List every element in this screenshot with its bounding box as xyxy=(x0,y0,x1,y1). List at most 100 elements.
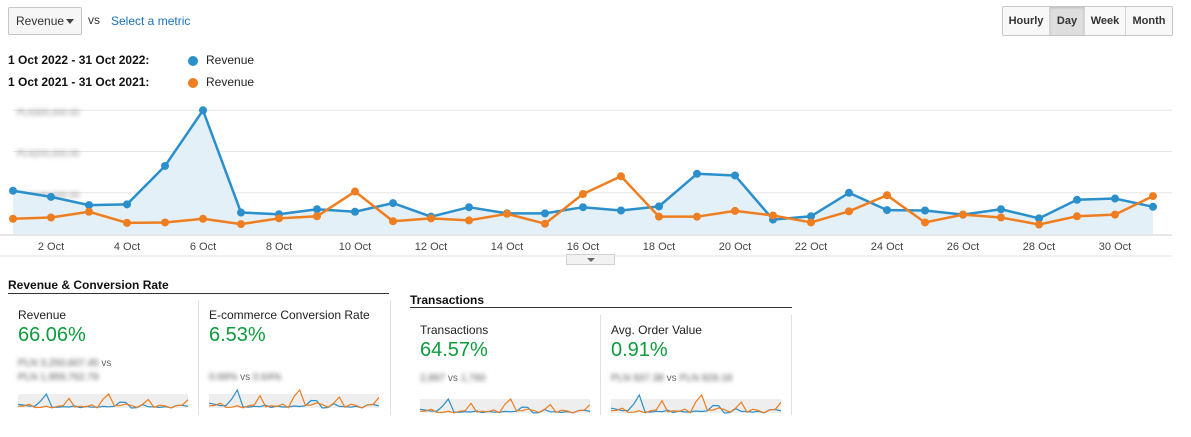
data-point xyxy=(807,212,815,221)
chevron-down-icon xyxy=(66,19,74,24)
data-point xyxy=(655,212,663,221)
x-tick-label: 6 Oct xyxy=(190,241,216,253)
vs-label: vs xyxy=(666,373,677,384)
data-point xyxy=(997,205,1005,214)
hourly-button[interactable]: Hourly xyxy=(1003,7,1050,35)
sparkline-series xyxy=(420,397,590,414)
data-point xyxy=(921,218,929,227)
data-point xyxy=(465,203,473,212)
x-tick-label: 30 Oct xyxy=(1099,241,1131,253)
data-point xyxy=(199,106,207,115)
data-point xyxy=(997,213,1005,222)
metric-select[interactable]: Revenue xyxy=(8,7,82,35)
select-metric-link[interactable]: Select a metric xyxy=(111,14,191,28)
data-point xyxy=(161,218,169,227)
data-point xyxy=(85,207,93,216)
section-title-transactions: Transactions xyxy=(410,293,485,307)
data-point xyxy=(845,188,853,197)
sparkline xyxy=(420,397,590,414)
data-point xyxy=(1073,195,1081,204)
data-point xyxy=(1035,220,1043,229)
data-point xyxy=(389,199,397,208)
data-point xyxy=(1073,212,1081,221)
sparkline-series xyxy=(209,388,379,409)
data-point xyxy=(883,191,891,200)
sparkline xyxy=(18,392,188,409)
metric-previous-row: PLN 1,959,762.79 xyxy=(18,372,99,383)
data-point xyxy=(921,206,929,215)
legend-entry-current: 1 Oct 2022 - 31 Oct 2022: Revenue xyxy=(8,53,308,71)
legend-series-name: Revenue xyxy=(206,53,255,67)
week-button[interactable]: Week xyxy=(1085,7,1126,35)
y-tick-label: PLN200,000.00 xyxy=(17,149,80,159)
x-tick-label: 18 Oct xyxy=(643,241,675,253)
vs-label: vs xyxy=(88,13,100,27)
data-point xyxy=(1111,194,1119,203)
data-point xyxy=(47,213,55,222)
x-tick-label: 24 Oct xyxy=(871,241,903,253)
sparkline-series xyxy=(420,398,590,414)
legend-range: 1 Oct 2021 - 31 Oct 2021: xyxy=(8,75,150,89)
data-point xyxy=(161,161,169,170)
data-point xyxy=(351,207,359,216)
x-tick-label: 22 Oct xyxy=(795,241,827,253)
data-point xyxy=(731,206,739,215)
data-point xyxy=(1149,192,1157,201)
data-point xyxy=(579,190,587,199)
data-point xyxy=(807,218,815,227)
metric-card-revenue[interactable]: Revenue 66.06% PLN 3,250,607.45 vs PLN 1… xyxy=(8,300,199,415)
data-point xyxy=(9,214,17,223)
metric-previous: 1,760 xyxy=(460,373,486,384)
data-point xyxy=(503,209,511,218)
sparkline-series xyxy=(611,393,781,414)
data-point xyxy=(1149,202,1157,211)
metric-value: 6.53% xyxy=(209,324,266,346)
data-point xyxy=(237,220,245,229)
data-point xyxy=(47,192,55,201)
sparkline-series xyxy=(611,393,781,414)
day-button[interactable]: Day xyxy=(1050,7,1085,35)
data-point xyxy=(427,214,435,223)
metric-value: 0.91% xyxy=(611,339,668,361)
data-point xyxy=(693,212,701,221)
legend-series-name: Revenue xyxy=(206,75,255,89)
granularity-toggle: Hourly Day Week Month xyxy=(1002,6,1173,36)
x-tick-label: 10 Oct xyxy=(339,241,371,253)
data-point xyxy=(579,203,587,212)
metric-label: Revenue xyxy=(18,308,67,322)
data-point xyxy=(769,211,777,220)
chevron-down-icon xyxy=(587,258,595,262)
metric-current: 0.69% xyxy=(209,372,238,383)
metric-label: Avg. Order Value xyxy=(611,323,702,337)
data-point xyxy=(883,206,891,215)
sparkline-series xyxy=(18,393,188,409)
metric-card-conversion-rate[interactable]: E-commerce Conversion Rate 6.53% 0.69% v… xyxy=(199,300,391,415)
metric-previous: PLN 1,959,762.79 xyxy=(18,372,99,383)
data-point xyxy=(731,171,739,180)
data-point xyxy=(959,210,967,219)
metric-comparison: 0.69% vs 0.64% xyxy=(209,372,281,383)
metric-label: Transactions xyxy=(420,323,489,337)
month-button[interactable]: Month xyxy=(1132,15,1166,27)
metric-current: PLN 3,250,607.45 xyxy=(18,358,99,369)
legend-dot-icon xyxy=(188,56,198,66)
metric-previous: 0.64% xyxy=(252,372,282,383)
sparkline xyxy=(611,393,781,414)
metric-comparison: PLN 3,250,607.45 vs xyxy=(18,358,111,369)
metric-previous: PLN 929.18 xyxy=(679,373,733,384)
data-point xyxy=(1111,210,1119,219)
x-tick-label: 12 Oct xyxy=(415,241,447,253)
sparkline-series xyxy=(209,388,379,409)
chart-expand-button[interactable] xyxy=(566,254,615,265)
metric-comparison: 2,897 vs 1,760 xyxy=(420,373,486,384)
revenue-line-chart: PLN300,000.00PLN200,000.00PLN100,000.002… xyxy=(0,106,1172,257)
sparkline-background xyxy=(18,394,188,408)
data-point xyxy=(9,186,17,195)
metric-card-avg-order-value[interactable]: Avg. Order Value 0.91% PLN 937.38 vs PLN… xyxy=(601,315,792,415)
x-tick-label: 8 Oct xyxy=(266,241,292,253)
metric-current: PLN 937.38 xyxy=(611,373,664,384)
data-point xyxy=(465,216,473,225)
metric-card-transactions[interactable]: Transactions 64.57% 2,897 vs 1,760 xyxy=(410,315,601,415)
x-tick-label: 28 Oct xyxy=(1023,241,1055,253)
metric-value: 64.57% xyxy=(420,339,488,361)
